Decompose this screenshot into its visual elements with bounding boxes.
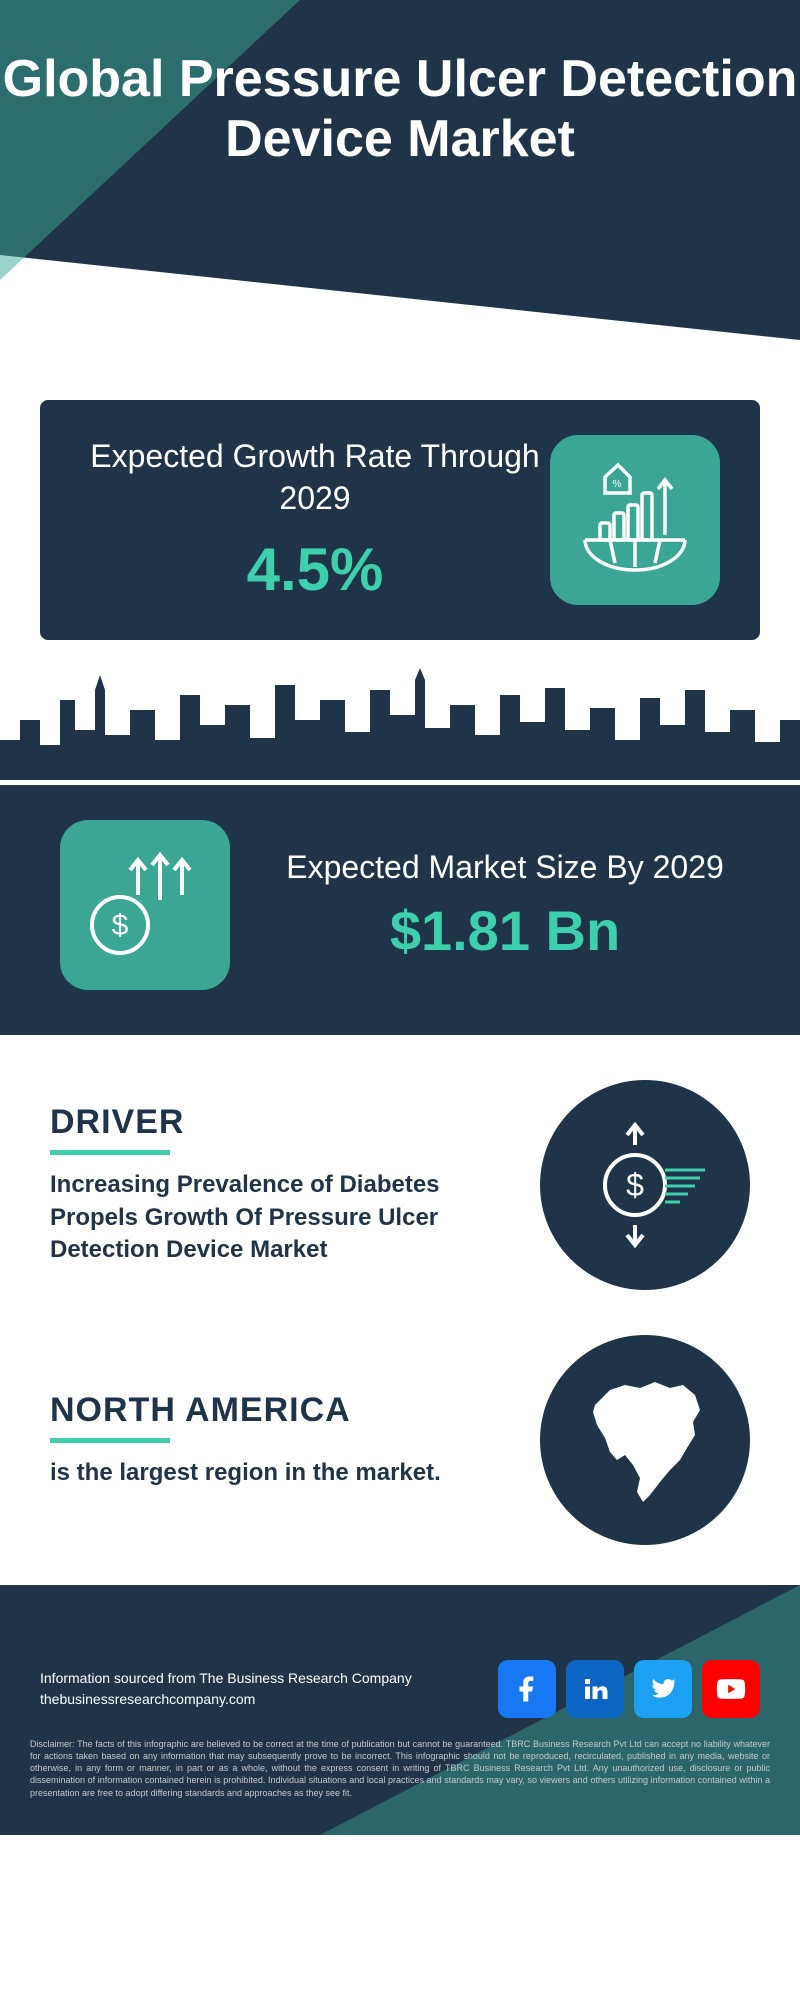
region-underline <box>50 1438 170 1443</box>
dollar-exchange-icon: $ <box>540 1080 750 1290</box>
north-america-map-icon <box>540 1335 750 1545</box>
svg-text:$: $ <box>112 909 129 942</box>
region-text: NORTH AMERICA is the largest region in t… <box>50 1391 510 1489</box>
source-line2: thebusinessresearchcompany.com <box>40 1689 412 1710</box>
growth-rate-text: Expected Growth Rate Through 2029 4.5% <box>80 436 550 603</box>
footer-source: Information sourced from The Business Re… <box>40 1668 412 1710</box>
market-size-card: $ Expected Market Size By 2029 $1.81 Bn <box>0 785 800 1035</box>
svg-text:%: % <box>613 479 622 490</box>
driver-block: DRIVER Increasing Prevalence of Diabetes… <box>50 1080 750 1290</box>
region-heading: NORTH AMERICA <box>50 1391 510 1430</box>
driver-body: Increasing Prevalence of Diabetes Propel… <box>50 1169 510 1266</box>
header: Global Pressure Ulcer Detection Device M… <box>0 0 800 380</box>
region-body: is the largest region in the market. <box>50 1457 510 1489</box>
facebook-icon[interactable] <box>498 1660 556 1718</box>
svg-text:$: $ <box>626 1167 644 1203</box>
page-title: Global Pressure Ulcer Detection Device M… <box>0 0 800 170</box>
driver-heading: DRIVER <box>50 1103 510 1142</box>
region-block: NORTH AMERICA is the largest region in t… <box>50 1335 750 1545</box>
growth-rate-value: 4.5% <box>80 535 550 604</box>
driver-underline <box>50 1150 170 1155</box>
market-size-text: Expected Market Size By 2029 $1.81 Bn <box>270 847 740 964</box>
linkedin-icon[interactable] <box>566 1660 624 1718</box>
skyline-divider <box>0 660 800 780</box>
footer: Information sourced from The Business Re… <box>0 1585 800 1835</box>
disclaimer-text: Disclaimer: The facts of this infographi… <box>0 1718 800 1814</box>
dollar-arrows-up-icon: $ <box>60 820 230 990</box>
driver-text: DRIVER Increasing Prevalence of Diabetes… <box>50 1103 510 1266</box>
social-row <box>498 1660 760 1718</box>
market-size-label: Expected Market Size By 2029 <box>270 847 740 889</box>
growth-chart-globe-icon: % <box>550 435 720 605</box>
infographic-container: Global Pressure Ulcer Detection Device M… <box>0 0 800 1835</box>
growth-rate-label: Expected Growth Rate Through 2029 <box>80 436 550 519</box>
footer-content: Information sourced from The Business Re… <box>0 1585 800 1718</box>
growth-rate-card: Expected Growth Rate Through 2029 4.5% <box>40 400 760 640</box>
market-size-value: $1.81 Bn <box>270 898 740 963</box>
twitter-icon[interactable] <box>634 1660 692 1718</box>
source-line1: Information sourced from The Business Re… <box>40 1668 412 1689</box>
youtube-icon[interactable] <box>702 1660 760 1718</box>
